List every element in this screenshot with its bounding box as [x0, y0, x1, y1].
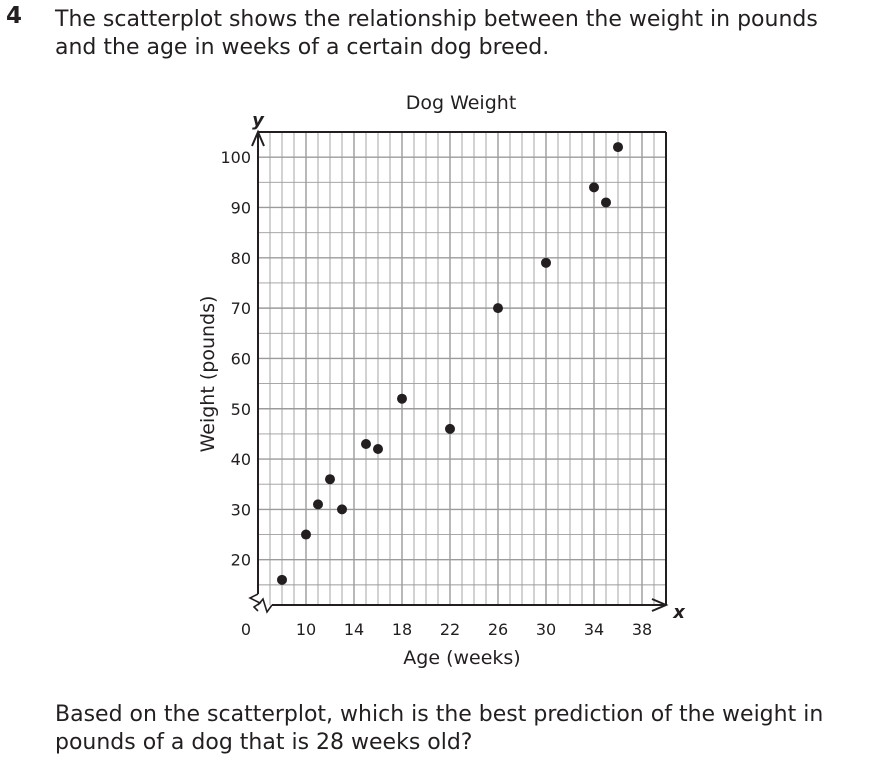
- data-point: [397, 393, 407, 404]
- data-point: [589, 182, 599, 193]
- chart-title: Dog Weight: [406, 92, 517, 114]
- data-point: [361, 438, 371, 449]
- x-tick-label: 22: [440, 620, 460, 639]
- data-points: [277, 142, 623, 585]
- y-axis-arrow: [251, 129, 265, 147]
- y-tick-label: 70: [231, 299, 251, 318]
- y-axis-label: Weight (pounds): [197, 296, 219, 453]
- x-axis-break: [257, 597, 273, 614]
- question-text: Based on the scatterplot, which is the b…: [55, 702, 824, 755]
- data-point: [277, 574, 287, 585]
- x-tick-label: 18: [392, 620, 412, 639]
- grid: [258, 132, 666, 605]
- y-tick-label: 50: [231, 400, 251, 419]
- data-point: [613, 142, 623, 153]
- data-point: [601, 197, 611, 208]
- data-point: [373, 444, 383, 455]
- y-tick-label: 40: [231, 450, 251, 469]
- y-tick-label: 90: [231, 198, 251, 217]
- y-axis-break: [248, 593, 262, 612]
- axes: [248, 129, 669, 614]
- y-axis-letter: y: [252, 110, 265, 131]
- data-point: [325, 474, 335, 485]
- problem-prompt: The scatterplot shows the relationship b…: [55, 7, 818, 60]
- x-tick-label: 30: [536, 620, 556, 639]
- data-point: [337, 504, 347, 515]
- data-point: [493, 303, 503, 314]
- y-tick-label: 60: [231, 349, 251, 368]
- data-point: [313, 499, 323, 510]
- data-point: [301, 529, 311, 540]
- x-tick-label: 10: [296, 620, 316, 639]
- y-tick-label: 80: [231, 249, 251, 268]
- y-tick-label: 30: [231, 500, 251, 519]
- question-number: 4: [6, 3, 23, 29]
- data-point: [445, 423, 455, 434]
- y-tick-label: 100: [220, 148, 251, 167]
- origin-label: 0: [241, 620, 251, 639]
- x-axis-label: Age (weeks): [403, 647, 520, 669]
- tick-labels: 10 14 18 22 26 30 34 38 20 30 40 50 60 70 80 90 100: [220, 148, 652, 639]
- x-axis-letter: x: [672, 602, 686, 623]
- scatterplot: Dog Weight 10 14 18 22 26 30 34 38 20 30 40 50 60 70 8…: [197, 92, 686, 669]
- x-tick-label: 34: [584, 620, 604, 639]
- x-tick-label: 38: [632, 620, 652, 639]
- x-tick-label: 14: [344, 620, 364, 639]
- x-axis-arrow: [651, 598, 669, 612]
- x-tick-label: 26: [488, 620, 508, 639]
- data-point: [541, 257, 551, 268]
- y-tick-label: 20: [231, 551, 251, 570]
